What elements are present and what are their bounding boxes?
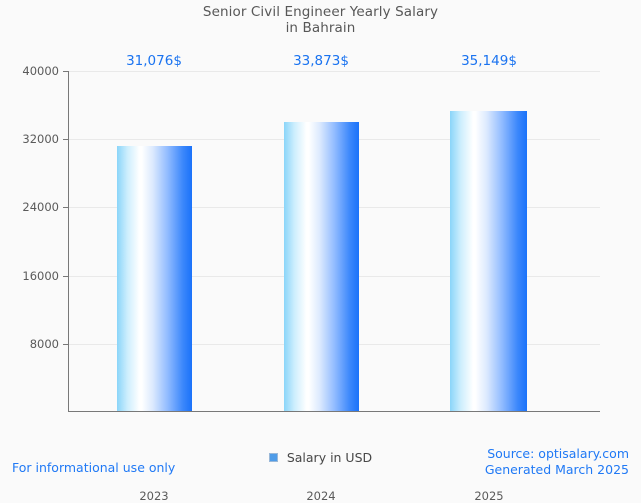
chart-title: Senior Civil Engineer Yearly Salary in B… bbox=[0, 4, 641, 36]
bar-2024[interactable] bbox=[284, 122, 359, 411]
bar-2025[interactable] bbox=[450, 111, 527, 411]
y-tick-label-8000: 8000 bbox=[29, 336, 59, 351]
legend-item-salary-in-usd[interactable]: Salary in USD bbox=[268, 450, 373, 465]
chart-legend: Salary in USD bbox=[0, 450, 641, 465]
footer-generated: Generated March 2025 bbox=[484, 462, 629, 477]
x-axis-line bbox=[68, 411, 600, 412]
y-axis-line bbox=[68, 71, 69, 412]
gridline-40000 bbox=[69, 71, 600, 72]
bar-2023[interactable] bbox=[117, 146, 192, 411]
y-tick-label-32000: 32000 bbox=[22, 132, 59, 147]
plot-area: 40000 32000 24000 16000 8000 2023 2024 2… bbox=[22, 64, 600, 503]
footer-disclaimer: For informational use only bbox=[12, 460, 176, 475]
legend-item-label: Salary in USD bbox=[286, 450, 373, 465]
y-tick-label-24000: 24000 bbox=[22, 200, 59, 215]
tickmark-40000 bbox=[63, 71, 68, 72]
y-tick-label-40000: 40000 bbox=[22, 64, 59, 78]
x-tick-label-2025: 2025 bbox=[474, 489, 504, 503]
footer-source: Source: optisalary.com bbox=[487, 446, 629, 461]
y-tick-label-16000: 16000 bbox=[22, 268, 59, 283]
tickmark-24000 bbox=[63, 207, 68, 209]
x-tick-label-2024: 2024 bbox=[306, 489, 336, 503]
chart-title-line-2: in Bahrain bbox=[285, 20, 356, 36]
bar-value-label-2024: 33,873$ bbox=[293, 53, 349, 69]
tickmark-32000 bbox=[63, 139, 68, 141]
bar-value-label-2025: 35,149$ bbox=[461, 53, 517, 69]
footer-source-block: Source: optisalary.com Generated March 2… bbox=[485, 446, 629, 478]
legend-swatch-icon bbox=[268, 453, 278, 462]
tickmark-8000 bbox=[63, 343, 68, 345]
chart-title-line-1: Senior Civil Engineer Yearly Salary bbox=[202, 4, 439, 20]
x-tick-label-2023: 2023 bbox=[139, 489, 169, 503]
tickmark-16000 bbox=[63, 275, 68, 277]
bar-value-label-2023: 31,076$ bbox=[126, 53, 182, 69]
